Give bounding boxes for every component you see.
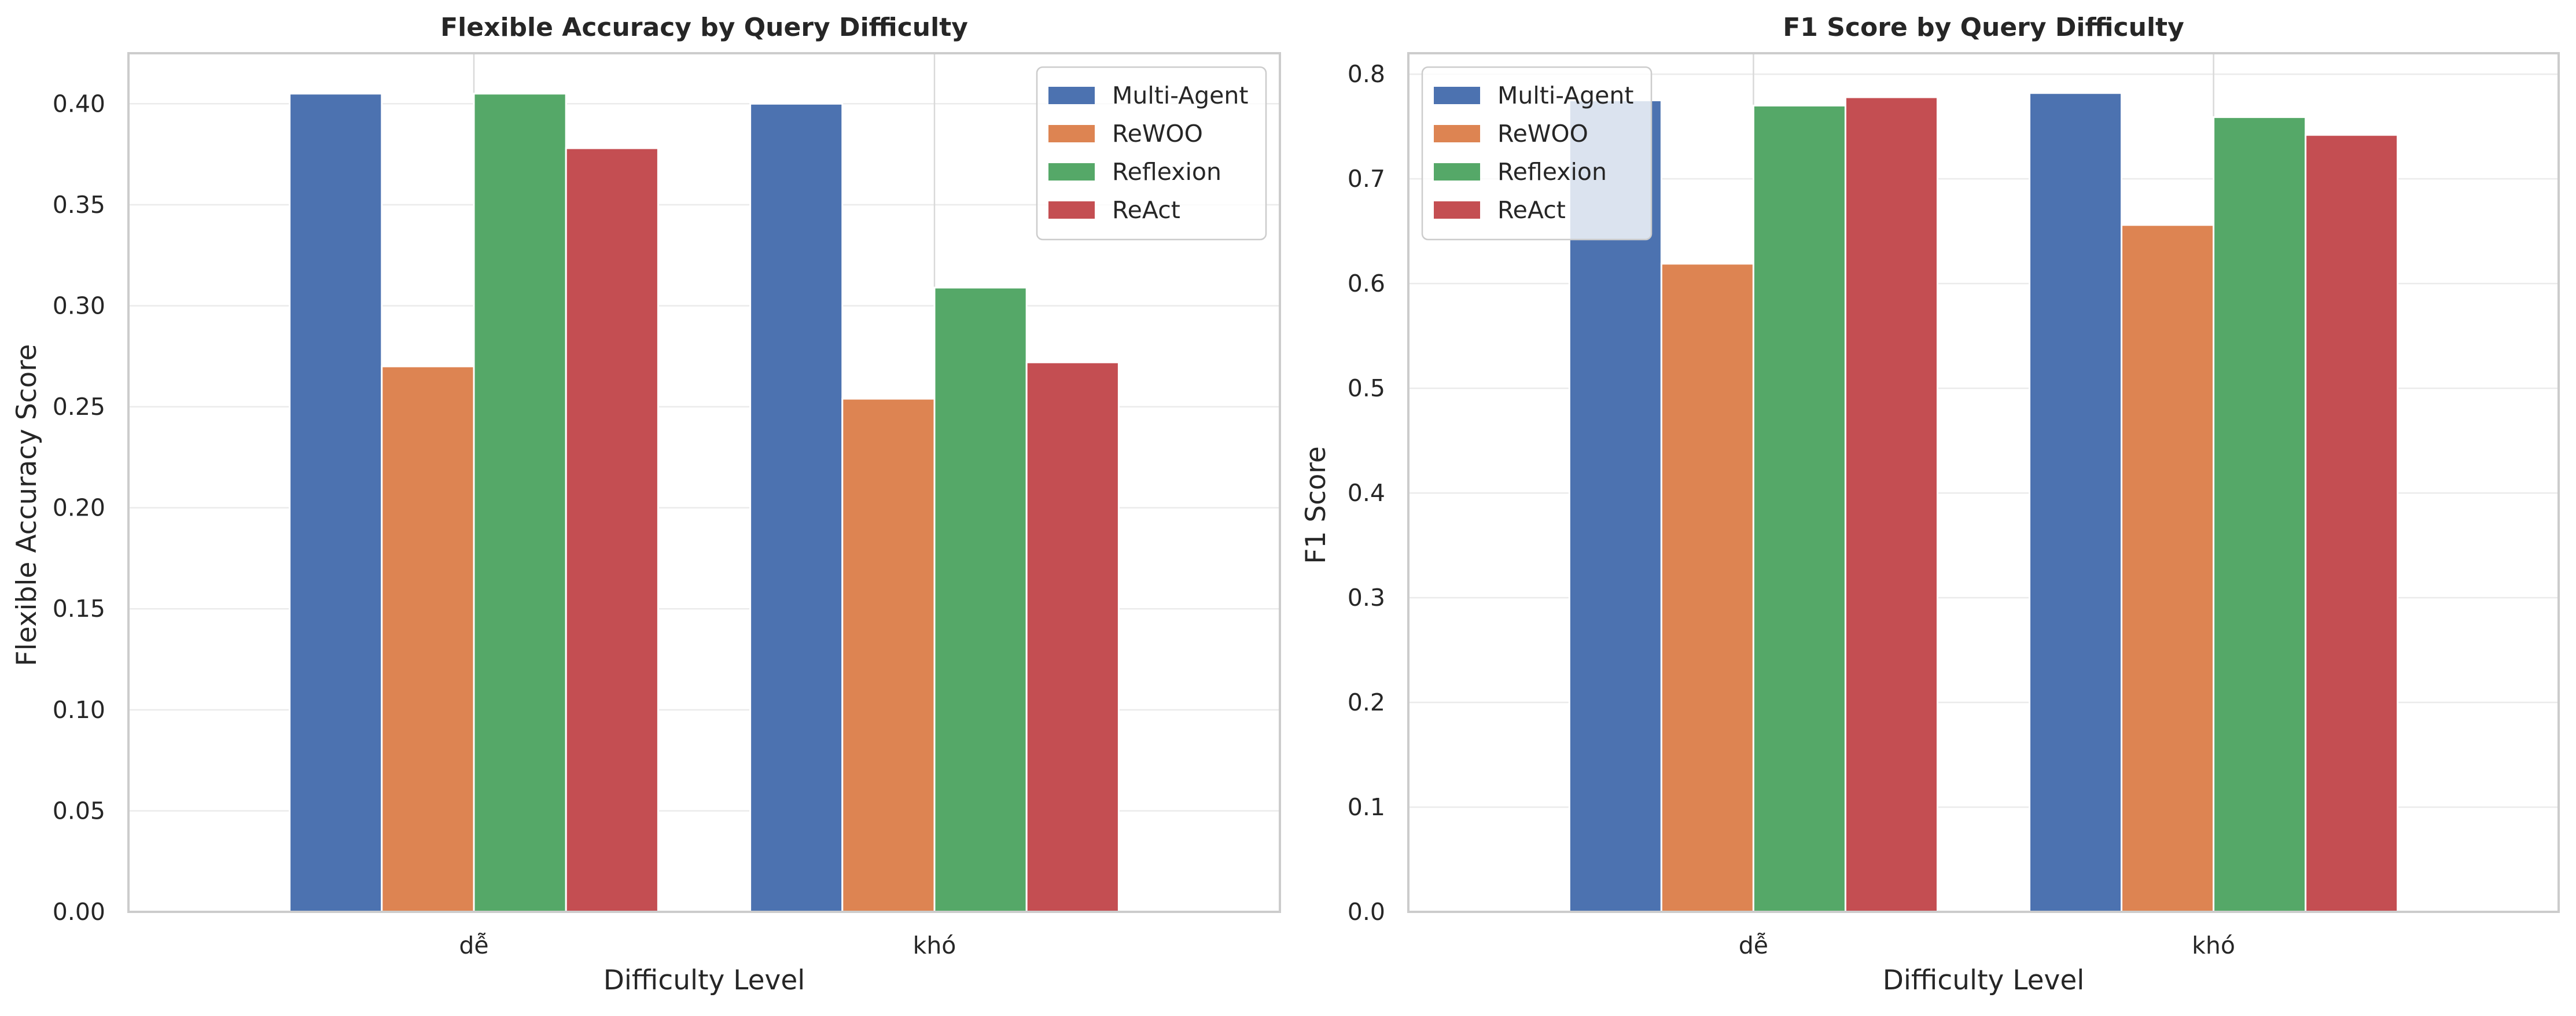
right-bar-react-0 <box>1844 96 1938 913</box>
right-y-tick-label: 0.8 <box>1348 60 1385 88</box>
right-chart-title: F1 Score by Query Difficulty <box>1783 13 2184 42</box>
right-legend-swatch <box>1434 163 1480 181</box>
right-legend-label: ReAct <box>1497 196 1566 224</box>
left-legend-label: Reflexion <box>1112 158 1221 186</box>
left-y-tick-label: 0.15 <box>53 595 105 623</box>
left-legend-swatch <box>1048 201 1095 219</box>
right-y-tick-label: 0.3 <box>1348 584 1385 612</box>
left-bar-reflexion-1 <box>933 286 1028 913</box>
left-y-tick-label: 0.40 <box>53 90 105 117</box>
left-chart-panel: Flexible Accuracy by Query Difficulty Di… <box>11 13 1281 996</box>
left-bar-react-1 <box>1025 361 1120 913</box>
left-legend: Multi-Agent ReWOO Reflexion ReAct <box>1036 66 1267 241</box>
right-legend-label: ReWOO <box>1497 120 1588 148</box>
right-y-tick-label: 0.6 <box>1348 270 1385 297</box>
left-x-tick-label: dễ <box>459 932 488 959</box>
right-legend-swatch <box>1434 87 1480 104</box>
left-bar-react-0 <box>565 147 659 913</box>
right-bar-reflexion-1 <box>2213 116 2307 913</box>
left-plot-frame <box>127 52 1281 913</box>
left-y-tick-label: 0.00 <box>53 898 105 926</box>
right-legend: Multi-Agent ReWOO Reflexion ReAct <box>1421 66 1653 241</box>
left-bar-reflexion-0 <box>473 93 567 913</box>
left-bar-multi-agent-0 <box>289 93 383 913</box>
left-legend-box <box>1036 66 1267 241</box>
left-y-axis-label: Flexible Accuracy Score <box>11 344 43 667</box>
left-y-tick-label: 0.30 <box>53 292 105 319</box>
left-legend-label: ReWOO <box>1112 120 1203 148</box>
right-bar-react-1 <box>2305 134 2399 913</box>
left-x-tick-label: khó <box>913 932 956 959</box>
left-chart-title: Flexible Accuracy by Query Difficulty <box>440 13 968 42</box>
right-y-tick-label: 0.2 <box>1348 689 1385 716</box>
right-bar-multi-agent-1 <box>2029 92 2123 913</box>
left-y-tick-label: 0.20 <box>53 494 105 522</box>
left-legend-swatch <box>1048 163 1095 181</box>
right-bar-reflexion-0 <box>1752 104 1846 913</box>
right-x-axis-label: Difficulty Level <box>1883 965 2085 996</box>
right-chart-panel: F1 Score by Query Difficulty Difficulty … <box>1300 13 2560 996</box>
left-y-tick-label: 0.35 <box>53 191 105 219</box>
right-legend-swatch <box>1434 125 1480 142</box>
right-y-axis-label: F1 Score <box>1300 446 1332 564</box>
left-plot-area: 0.00 0.05 0.10 0.15 0.20 0.25 0.30 0.35 0.40 dễ kh… <box>53 52 1281 959</box>
right-plot-frame <box>1407 52 2560 913</box>
right-y-tick-label: 0.7 <box>1348 165 1385 193</box>
right-y-tick-label: 0.1 <box>1348 793 1385 821</box>
left-legend-label: Multi-Agent <box>1112 82 1248 109</box>
left-legend-swatch <box>1048 125 1095 142</box>
right-x-tick-label: dễ <box>1739 932 1768 959</box>
left-legend-swatch <box>1048 87 1095 104</box>
right-legend-label: Multi-Agent <box>1497 82 1633 109</box>
right-legend-box <box>1421 66 1653 241</box>
left-bar-rewoo-1 <box>841 397 936 913</box>
right-x-tick-label: khó <box>2192 932 2235 959</box>
right-y-tick-label: 0.0 <box>1348 898 1385 926</box>
left-x-axis-label: Difficulty Level <box>603 965 805 996</box>
right-y-tick-label: 0.4 <box>1348 479 1385 507</box>
left-y-tick-label: 0.05 <box>53 797 105 824</box>
right-legend-swatch <box>1434 201 1480 219</box>
right-bar-rewoo-0 <box>1660 263 1754 913</box>
right-legend-label: Reflexion <box>1497 158 1607 186</box>
right-bar-rewoo-1 <box>2121 224 2215 913</box>
left-y-tick-label: 0.10 <box>53 696 105 724</box>
left-bar-multi-agent-1 <box>749 102 844 913</box>
left-bar-rewoo-0 <box>381 365 475 913</box>
right-plot-area: 0.0 0.1 0.2 0.3 0.4 0.5 0.6 0.7 0.8 dễ khó Multi-Ag… <box>1348 52 2560 959</box>
left-y-tick-label: 0.25 <box>53 393 105 421</box>
left-legend-label: ReAct <box>1112 196 1180 224</box>
right-y-tick-label: 0.5 <box>1348 374 1385 402</box>
